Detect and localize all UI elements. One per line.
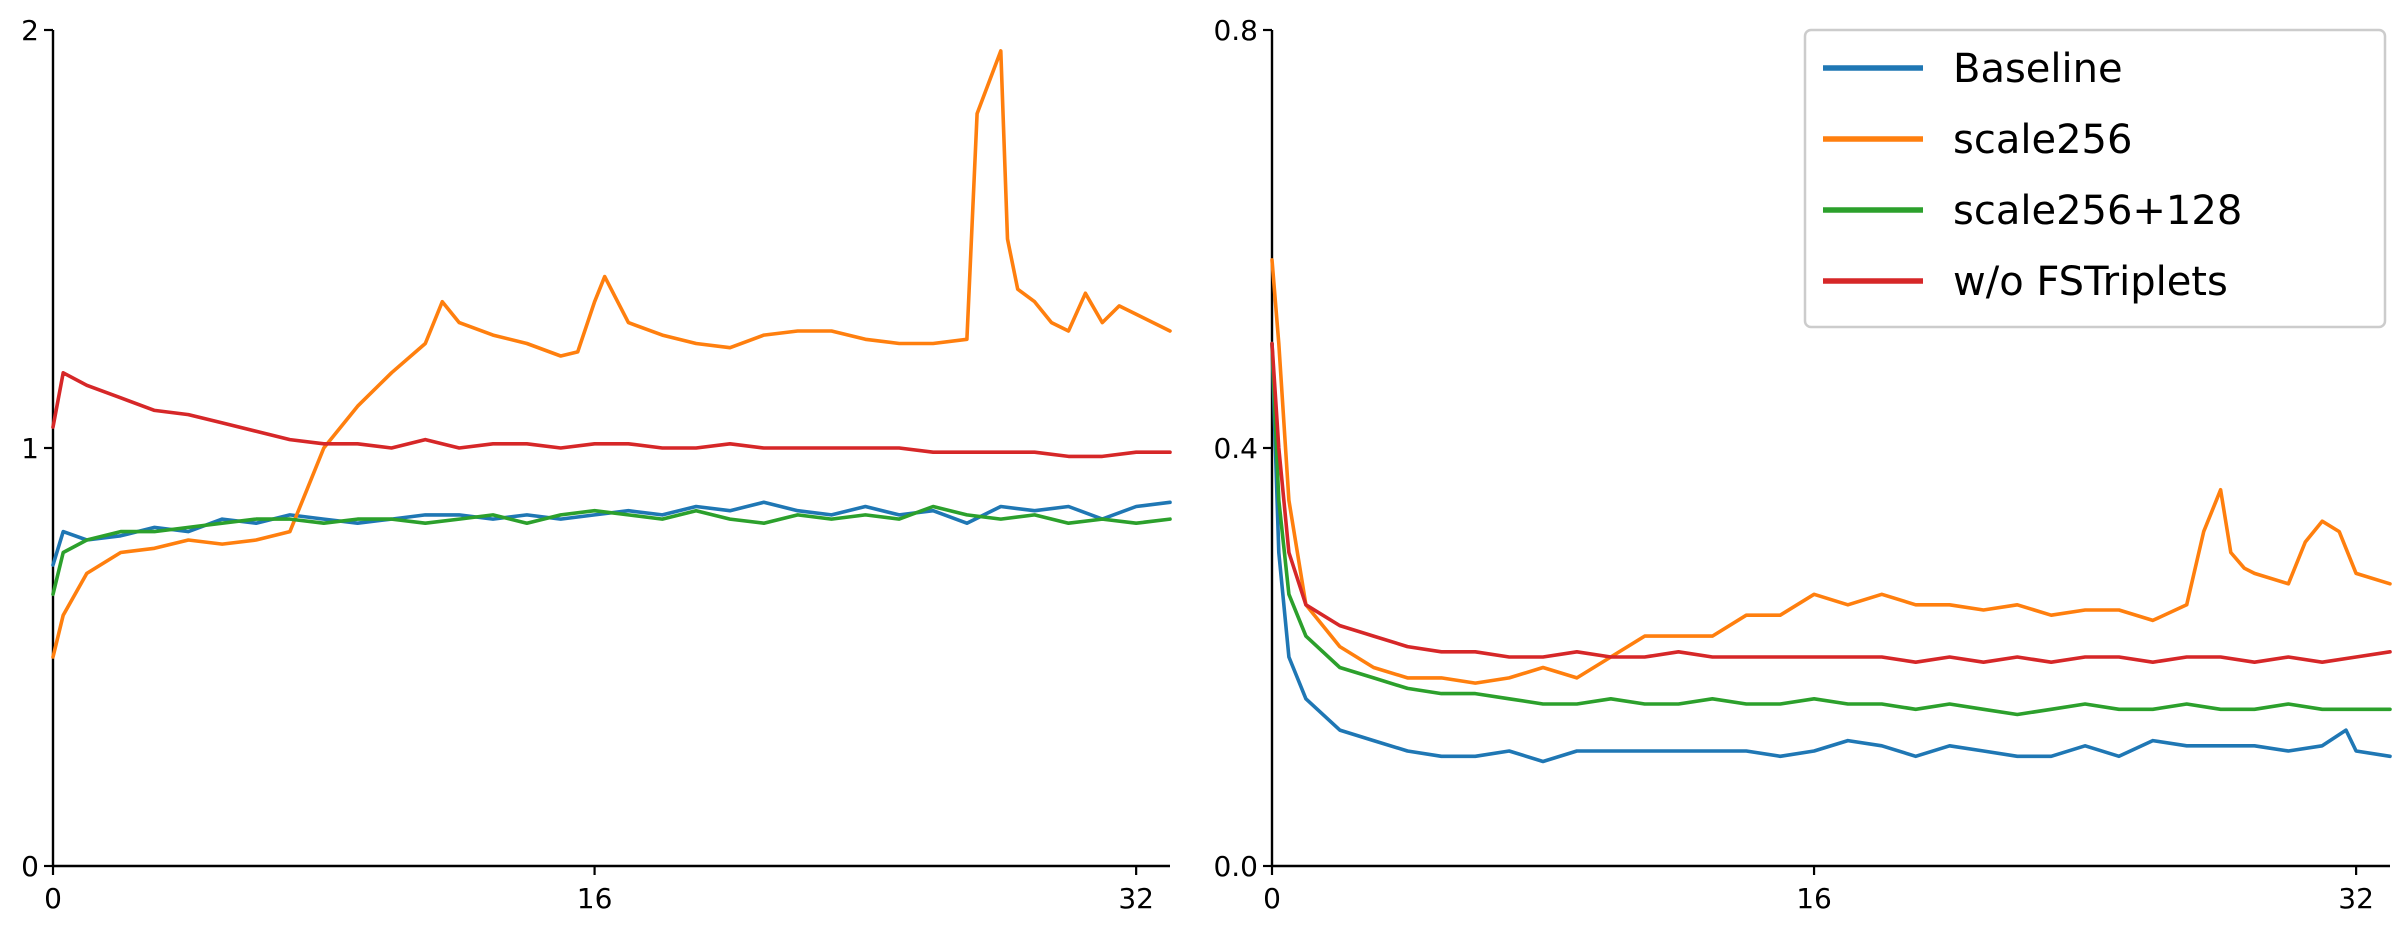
right-x-tick-label: 16 xyxy=(1796,882,1832,915)
left-panel: 0 1 2 0 16 32 xyxy=(21,14,1172,915)
legend-label: scale256+128 xyxy=(1953,188,2242,234)
left-y-tick-label: 0 xyxy=(21,850,39,883)
legend-label: w/o FSTriplets xyxy=(1953,259,2228,305)
right-x-tick-label: 32 xyxy=(2338,882,2374,915)
legend-box xyxy=(1803,28,2387,329)
right-y-tick-label: 0.8 xyxy=(1213,14,1258,47)
legend: Baseline scale256 scale256+128 w/o FSTriple… xyxy=(1803,28,2387,329)
right-panel: 0.0 0.4 0.8 0 16 32 xyxy=(1213,14,2392,915)
left-series-scale256 xyxy=(51,49,1172,659)
left-x-tick-label: 32 xyxy=(1118,882,1154,915)
right-series-w-o-fstriplets xyxy=(1270,341,2392,665)
right-series-scale256-128 xyxy=(1270,341,2392,717)
right-series-scale256 xyxy=(1270,258,2392,685)
left-y-tick-label: 2 xyxy=(21,14,39,47)
right-y-tick-label: 0.4 xyxy=(1213,432,1258,465)
right-y-tick-label: 0.0 xyxy=(1213,850,1258,883)
legend-label: Baseline xyxy=(1953,46,2123,92)
left-x-tick-label: 0 xyxy=(44,882,62,915)
left-series-scale256-128 xyxy=(51,504,1172,597)
left-x-tick-label: 16 xyxy=(577,882,613,915)
legend-label: scale256 xyxy=(1953,117,2132,163)
left-series-w-o-fstriplets xyxy=(51,370,1172,459)
right-series-baseline xyxy=(1270,341,2392,764)
right-x-tick-label: 0 xyxy=(1263,882,1281,915)
left-y-tick-label: 1 xyxy=(21,432,39,465)
